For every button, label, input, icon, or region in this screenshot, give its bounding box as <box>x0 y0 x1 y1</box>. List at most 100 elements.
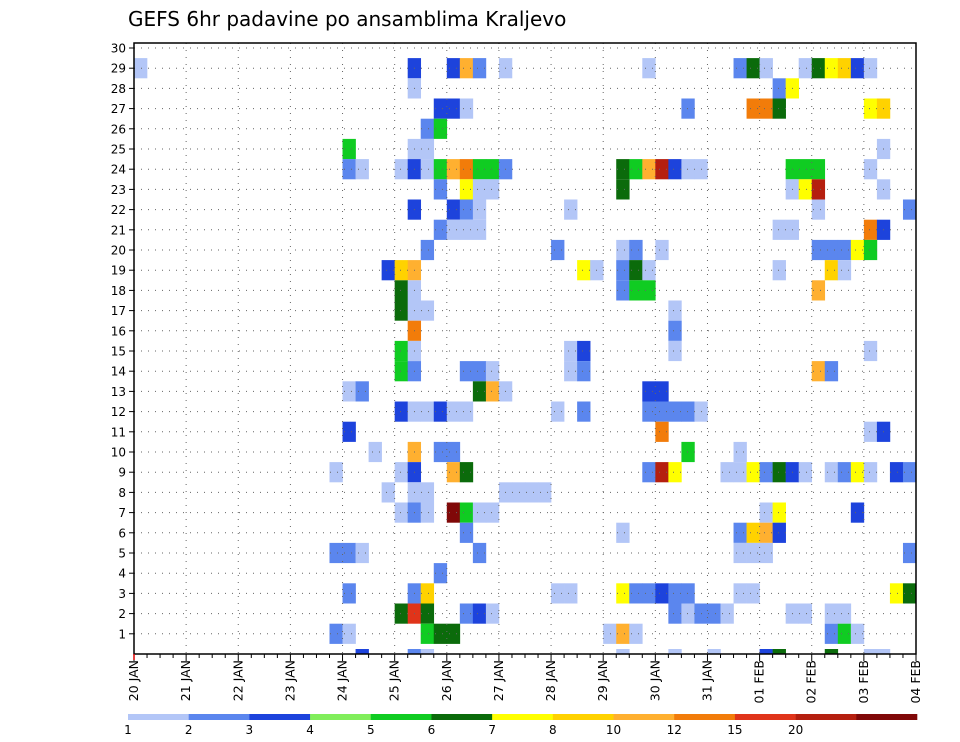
y-tick-label: 20 <box>111 244 126 258</box>
heatmap-cell <box>472 199 487 220</box>
heatmap-cell <box>772 522 786 543</box>
heatmap-cell <box>824 603 839 624</box>
y-tick-label: 28 <box>111 82 126 96</box>
y-tick-label: 21 <box>111 223 126 237</box>
colorbar-label: 20 <box>788 723 803 737</box>
heatmap-cell <box>850 623 865 644</box>
heatmap-cell <box>837 462 852 483</box>
heatmap-cell <box>642 401 656 422</box>
heatmap-cell <box>850 462 865 483</box>
heatmap-cell <box>459 159 474 180</box>
colorbar-swatch <box>128 714 189 720</box>
heatmap-cell <box>134 58 148 79</box>
heatmap-cell <box>629 623 643 644</box>
heatmap-cell <box>668 583 682 604</box>
heatmap-cell <box>863 98 878 119</box>
heatmap-cell <box>564 583 578 604</box>
heatmap-cell <box>394 603 408 624</box>
x-axis: 20 JAN 21 JAN 22 JAN 23 JAN 24 JAN 25 JAN 26 J… <box>126 654 923 704</box>
heatmap-cell <box>733 583 747 604</box>
y-tick-label: 15 <box>111 345 126 359</box>
plot-frame <box>133 42 917 655</box>
heatmap-cell <box>564 340 578 362</box>
colorbar-label: 5 <box>367 723 375 737</box>
heatmap-cell <box>759 58 773 79</box>
y-tick-label: 9 <box>118 466 126 480</box>
heatmap-cell <box>837 239 852 261</box>
heatmap-cell <box>420 300 435 321</box>
heatmap-cell <box>668 159 682 180</box>
y-tick-label: 16 <box>111 324 126 338</box>
heatmap-cell <box>459 58 474 79</box>
heatmap-cell <box>798 58 813 79</box>
heatmap-cell <box>433 623 448 644</box>
heatmap-cell <box>329 623 343 644</box>
y-tick-label: 19 <box>111 264 126 278</box>
y-tick-label: 23 <box>111 183 126 197</box>
grid-lines <box>134 43 916 654</box>
heatmap-cell <box>798 159 813 180</box>
heatmap-cell <box>655 381 669 402</box>
y-tick-label: 12 <box>111 405 126 419</box>
heatmap-cell <box>616 649 630 654</box>
heatmap-cell <box>772 98 786 119</box>
heatmap-cell <box>472 603 487 624</box>
heatmap-cell <box>746 522 760 543</box>
heatmap-cell <box>811 58 826 79</box>
heatmap-cell <box>446 58 461 79</box>
heatmap-cell <box>381 482 395 503</box>
heatmap-cell <box>459 603 474 624</box>
heatmap-cell <box>342 159 356 180</box>
heatmap-cell <box>342 381 356 402</box>
y-tick-label: 17 <box>111 304 126 318</box>
heatmap-cell <box>459 361 474 382</box>
heatmap-cell <box>564 361 578 382</box>
heatmap-cell <box>629 583 643 604</box>
heatmap-cell <box>394 260 408 281</box>
y-tick-label: 29 <box>111 62 126 76</box>
heatmap-cell <box>342 623 356 644</box>
heatmap-cell <box>446 502 461 523</box>
heatmap-cell <box>668 401 682 422</box>
heatmap-cell <box>772 219 786 240</box>
heatmap-cell <box>759 98 773 119</box>
heatmap-cell <box>824 260 839 281</box>
colorbar-label: 2 <box>185 723 193 737</box>
heatmap-cell <box>668 462 682 483</box>
heatmap-cell <box>459 199 474 220</box>
heatmap-cell <box>355 542 369 564</box>
heatmap-cell <box>837 623 852 644</box>
heatmap-cell <box>459 502 474 523</box>
heatmap-cell <box>420 649 435 654</box>
heatmap-cell <box>420 502 435 523</box>
heatmap-cell <box>616 179 630 200</box>
heatmap-cell <box>863 159 878 180</box>
heatmap-cell <box>772 462 786 483</box>
heatmap-cell <box>433 98 448 119</box>
heatmap-cell <box>420 482 435 503</box>
heatmap-cell <box>811 159 826 180</box>
heatmap-cell <box>485 381 500 402</box>
heatmap-cell <box>681 159 695 180</box>
heatmap-cell <box>746 58 760 79</box>
heatmap-cell <box>746 462 760 483</box>
heatmap-cell <box>642 462 656 483</box>
heatmap-cell <box>655 239 669 261</box>
heatmap-cell <box>720 462 734 483</box>
heatmap-cell <box>355 159 369 180</box>
heatmap-cell <box>733 522 747 543</box>
colorbar-label: 6 <box>428 723 436 737</box>
heatmap-cell <box>420 138 435 160</box>
heatmap-cell <box>811 239 826 261</box>
heatmap-cell <box>433 179 448 200</box>
heatmap-cell <box>446 219 461 240</box>
y-tick-label: 26 <box>111 122 126 136</box>
heatmap-cell <box>707 603 721 624</box>
heatmap-cell <box>577 340 591 362</box>
colorbar-swatch <box>734 714 796 720</box>
heatmap-cell <box>863 340 878 362</box>
x-tick-label: 23 JAN <box>282 660 297 701</box>
heatmap-cell <box>772 502 786 523</box>
heatmap-cell <box>759 542 773 564</box>
x-tick-label: 26 JAN <box>439 660 454 701</box>
